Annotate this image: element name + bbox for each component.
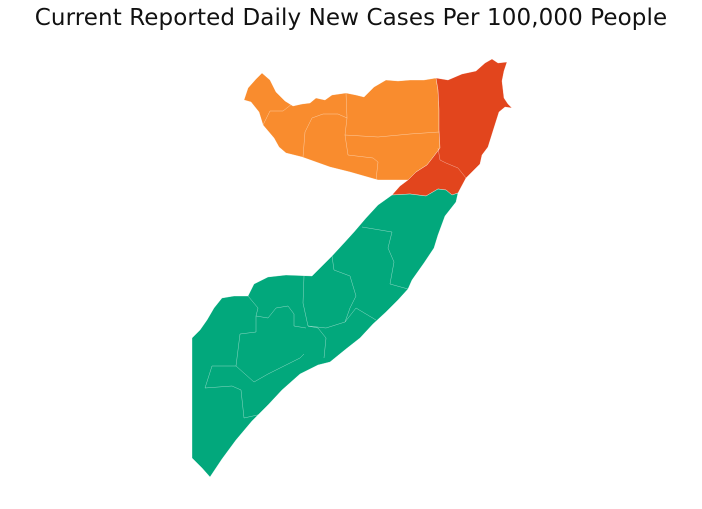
map-title: Current Reported Daily New Cases Per 100… [34, 5, 668, 31]
region-north-east [391, 58, 513, 197]
region-south [191, 188, 459, 478]
region-borders [204, 92, 467, 419]
region-north-west [243, 72, 441, 181]
